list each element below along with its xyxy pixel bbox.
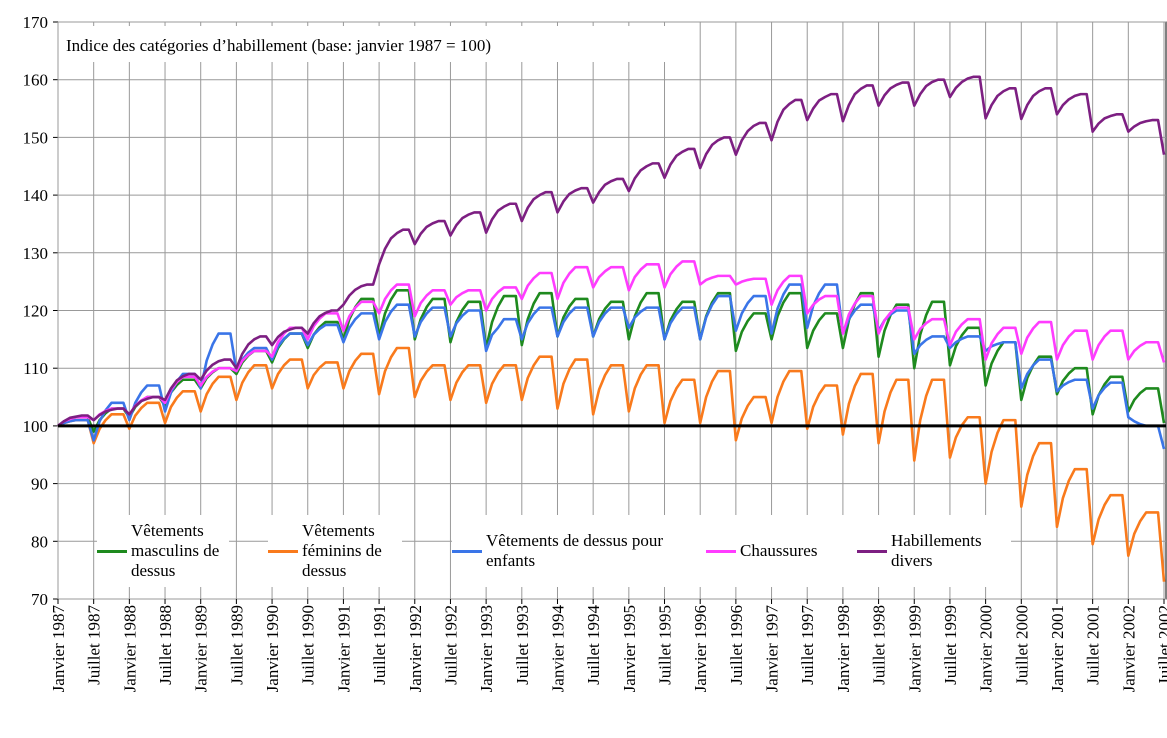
- y-tick-label: 130: [23, 244, 49, 263]
- legend-swatch: [706, 549, 736, 553]
- x-tick-label: Juillet 1995: [656, 605, 675, 685]
- x-tick-label: Juillet 1992: [441, 605, 460, 685]
- legend-label: Vêtements de dessus pour enfants: [486, 531, 664, 570]
- lines: [57, 75, 1166, 582]
- x-tick-label: Janvier 1990: [263, 605, 282, 692]
- legend-swatch: [857, 549, 887, 553]
- x-tick-label: Juillet 2002: [1155, 605, 1167, 685]
- x-tick-label: Janvier 1997: [763, 605, 782, 693]
- title-box: [60, 26, 676, 62]
- series-line: [57, 75, 1166, 427]
- legend-label: Chaussures: [740, 541, 818, 560]
- x-tick-label: Janvier 1992: [406, 605, 425, 692]
- x-tick-label: Juillet 1988: [156, 605, 175, 685]
- x-tick-label: Janvier 2000: [977, 605, 996, 692]
- legend-swatch: [268, 549, 298, 553]
- x-tick-label: Juillet 1996: [727, 605, 746, 685]
- y-tick-label: 160: [23, 71, 49, 90]
- y-tick-label: 140: [23, 186, 49, 205]
- x-tick-label: Janvier 1987: [49, 605, 68, 693]
- legend-label: Vêtements masculins de dessus: [131, 521, 220, 580]
- legend-item: Vêtements masculins de dessus: [97, 515, 229, 587]
- legend-item: Habillements divers: [857, 515, 1011, 587]
- legend-label: Habillements divers: [891, 531, 982, 570]
- legend-item: Vêtements de dessus pour enfants: [452, 515, 716, 587]
- x-tick-label: Juillet 1994: [584, 605, 603, 685]
- x-tick-label: Juillet 1999: [941, 605, 960, 685]
- chart-title: Indice des catégories d’habillement (bas…: [66, 36, 491, 55]
- x-tick-label: Janvier 1999: [905, 605, 924, 692]
- y-tick-label: 170: [23, 13, 49, 32]
- x-tick-label: Janvier 1995: [620, 605, 639, 692]
- x-tick-label: Janvier 1993: [477, 605, 496, 692]
- x-tick-label: Juillet 1993: [513, 605, 532, 685]
- x-tick-label: Janvier 1994: [548, 605, 567, 693]
- series-line: [57, 260, 1166, 427]
- x-tick-label: Juillet 2000: [1012, 605, 1031, 685]
- x-tick-label: Juillet 2001: [1084, 605, 1103, 685]
- x-tick-label: Juillet 1991: [370, 605, 389, 685]
- x-tick-label: Janvier 1996: [691, 605, 710, 692]
- y-tick-label: 120: [23, 302, 49, 321]
- x-tick-label: Juillet 1987: [85, 605, 104, 685]
- legend-item: Vêtements féminins de dessus: [268, 515, 402, 587]
- x-tick-label: Janvier 2002: [1119, 605, 1138, 692]
- y-tick-label: 70: [31, 590, 48, 609]
- y-tick-label: 90: [31, 475, 48, 494]
- x-tick-label: Janvier 1988: [120, 605, 139, 692]
- x-tick-label: Janvier 1989: [192, 605, 211, 692]
- x-tick-label: Juillet 1997: [798, 605, 817, 685]
- x-tick-label: Juillet 1998: [870, 605, 889, 685]
- y-tick-label: 110: [23, 359, 48, 378]
- series-line: [57, 346, 1166, 582]
- y-tick-label: 150: [23, 128, 49, 147]
- legend-swatch: [452, 549, 482, 553]
- y-tick-label: 100: [23, 417, 49, 436]
- legend-item: Chaussures: [706, 515, 858, 587]
- legend-swatch: [97, 549, 127, 553]
- x-tick-label: Janvier 1991: [334, 605, 353, 692]
- x-tick-label: Juillet 1989: [227, 605, 246, 685]
- x-tick-label: Janvier 1998: [834, 605, 853, 692]
- x-tick-label: Janvier 2001: [1048, 605, 1067, 692]
- y-tick-label: 80: [31, 532, 48, 551]
- x-tick-label: Juillet 1990: [299, 605, 318, 685]
- legend-label: Vêtements féminins de dessus: [302, 521, 382, 580]
